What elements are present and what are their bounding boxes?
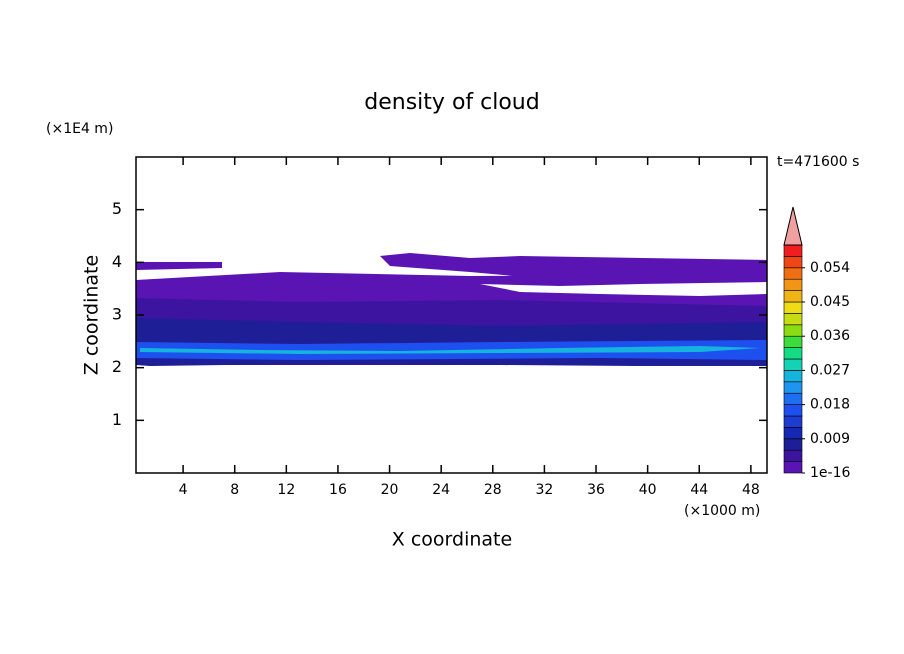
colorbar-swatch: [783, 290, 803, 303]
colorbar-swatch: [783, 301, 803, 314]
x-tick-label: 48: [742, 482, 760, 498]
contour-hole: [480, 282, 767, 326]
x-tick-label: 28: [484, 482, 502, 498]
x-unit: (×1000 m): [684, 503, 760, 519]
colorbar-tick-label: 0.045: [810, 294, 850, 310]
x-tick-label: 8: [230, 482, 239, 498]
y-tick-label: 1: [112, 410, 122, 429]
colorbar-swatch: [783, 324, 803, 337]
x-tick-label: 16: [329, 482, 347, 498]
colorbar-tick-label: 0.054: [810, 260, 850, 276]
contour-fill: [140, 346, 760, 354]
x-tick-label: 24: [432, 482, 450, 498]
colorbar-swatch: [783, 313, 803, 326]
colorbar-extend: [783, 206, 803, 246]
y-unit: (×1E4 m): [46, 121, 113, 137]
colorbar-tick-label: 0.036: [810, 328, 850, 344]
x-tick-label: 20: [381, 482, 399, 498]
colorbar-tick-label: 0.009: [810, 431, 850, 447]
time-label: t=471600 s: [777, 154, 859, 170]
colorbar-swatch: [783, 347, 803, 360]
y-axis-label: Z coordinate: [81, 255, 103, 375]
colorbar-swatch: [783, 461, 803, 474]
colorbar-swatch: [783, 267, 803, 280]
x-tick-label: 12: [277, 482, 295, 498]
x-tick-label: 32: [535, 482, 553, 498]
x-axis-label: X coordinate: [392, 529, 512, 551]
colorbar-swatch: [783, 392, 803, 405]
y-tick-label: 3: [112, 305, 122, 324]
colorbar-swatch: [783, 449, 803, 462]
colorbar-swatch: [783, 404, 803, 417]
colorbar-tick-label: 0.018: [810, 397, 850, 413]
contour-field: [136, 253, 767, 366]
colorbar-swatch: [783, 427, 803, 440]
x-tick-label: 40: [639, 482, 657, 498]
colorbar-swatch: [783, 358, 803, 371]
y-tick-label: 4: [112, 252, 122, 271]
contour-fill: [136, 340, 767, 360]
colorbar-tick-label: 1e-16: [810, 465, 850, 481]
colorbar-swatch: [783, 381, 803, 394]
colorbar-tick-label: 0.027: [810, 362, 850, 378]
colorbar-swatch: [783, 415, 803, 428]
x-tick-label: 44: [690, 482, 708, 498]
colorbar-swatch: [783, 438, 803, 451]
colorbar-swatch: [783, 278, 803, 291]
colorbar-swatch: [783, 370, 803, 383]
y-tick-label: 5: [112, 199, 122, 218]
chart-title: density of cloud: [364, 90, 539, 115]
x-tick-label: 4: [179, 482, 188, 498]
y-tick-label: 2: [112, 357, 122, 376]
colorbar-swatch: [783, 244, 803, 257]
x-tick-label: 36: [587, 482, 605, 498]
colorbar-swatch: [783, 256, 803, 269]
colorbar-swatch: [783, 335, 803, 348]
